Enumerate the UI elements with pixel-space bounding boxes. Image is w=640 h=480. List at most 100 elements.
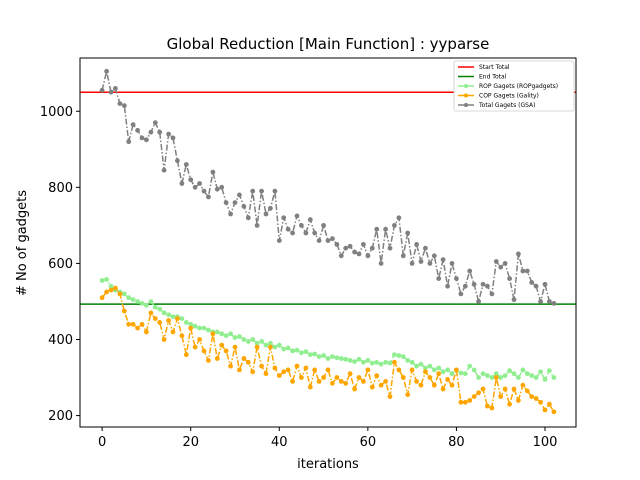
data-point [152, 304, 158, 310]
data-point [148, 310, 154, 316]
data-point [223, 348, 229, 354]
data-point [276, 373, 282, 378]
data-point [423, 365, 428, 371]
data-point [206, 194, 211, 200]
data-point [480, 281, 486, 287]
data-point [409, 367, 415, 373]
data-point [170, 135, 176, 141]
data-point [547, 368, 552, 374]
data-point [259, 188, 264, 194]
x-tick-label: 20 [182, 435, 199, 450]
data-point [361, 242, 366, 247]
legend-entry: End Total [458, 74, 507, 81]
data-point [387, 394, 393, 399]
data-point [219, 331, 225, 337]
data-point [538, 369, 543, 375]
data-point [529, 280, 535, 285]
data-point [241, 356, 247, 361]
data-point [369, 360, 375, 366]
data-point [414, 379, 419, 384]
data-point [268, 205, 273, 211]
data-point [405, 358, 411, 363]
data-point [307, 384, 313, 390]
data-point [378, 261, 384, 266]
data-point [400, 253, 406, 259]
series-2 [99, 68, 557, 306]
legend-entry: Total Gagets (GSA) [458, 102, 536, 109]
data-point [436, 371, 442, 377]
data-point [263, 211, 269, 217]
data-point [524, 268, 530, 274]
data-point [228, 211, 234, 217]
data-point [254, 223, 260, 228]
data-point [263, 371, 269, 377]
data-point [378, 361, 384, 367]
data-point [250, 188, 256, 194]
data-point [352, 249, 357, 255]
plot-area [80, 68, 576, 415]
data-point [179, 316, 185, 321]
data-point [485, 403, 490, 409]
data-point [139, 301, 145, 306]
data-point [152, 316, 158, 321]
data-point [516, 251, 521, 257]
data-point [383, 226, 388, 232]
data-point [427, 363, 433, 369]
data-point [489, 405, 495, 411]
data-point [507, 368, 512, 374]
data-point [148, 129, 154, 135]
data-point [108, 283, 114, 289]
data-point [241, 337, 247, 342]
data-point [369, 384, 375, 390]
data-point [356, 251, 362, 257]
data-point [99, 278, 105, 283]
legend-label: Total Gagets (GSA) [478, 102, 536, 109]
data-point [449, 261, 455, 266]
data-point [365, 367, 371, 373]
data-point [462, 371, 468, 377]
data-point [99, 295, 105, 301]
data-point [338, 356, 344, 361]
data-point [104, 277, 109, 282]
y-tick-label: 200 [48, 409, 73, 424]
data-point [228, 363, 234, 369]
data-point [183, 162, 189, 167]
data-point [290, 348, 295, 354]
data-point [219, 184, 225, 190]
data-point [232, 335, 238, 340]
data-point [440, 257, 446, 262]
legend-entry: ROP Gagets (ROPgadgets) [458, 83, 558, 90]
data-point [547, 299, 552, 304]
data-point [290, 230, 295, 236]
data-point [449, 382, 455, 388]
data-point [210, 331, 216, 337]
data-point [409, 359, 415, 365]
data-point [183, 352, 189, 358]
data-point [533, 375, 539, 380]
data-point [299, 350, 304, 356]
data-point [400, 354, 406, 359]
data-point [445, 283, 450, 289]
data-point [480, 371, 486, 377]
data-point [219, 342, 225, 348]
data-point [356, 356, 362, 362]
data-point [166, 312, 172, 318]
data-point [316, 379, 322, 384]
data-point [276, 342, 282, 348]
data-point [294, 213, 300, 219]
data-point [104, 68, 109, 74]
data-point [321, 375, 326, 380]
series-0 [99, 277, 557, 382]
legend-marker [464, 103, 468, 107]
data-point [259, 339, 264, 344]
data-point [516, 375, 521, 380]
data-point [471, 367, 477, 373]
data-point [542, 377, 548, 382]
data-point [139, 321, 145, 327]
data-point [250, 369, 256, 375]
data-point [241, 204, 247, 209]
data-point [436, 276, 442, 281]
data-point [454, 367, 459, 373]
data-point [214, 356, 220, 361]
data-point [157, 320, 163, 325]
